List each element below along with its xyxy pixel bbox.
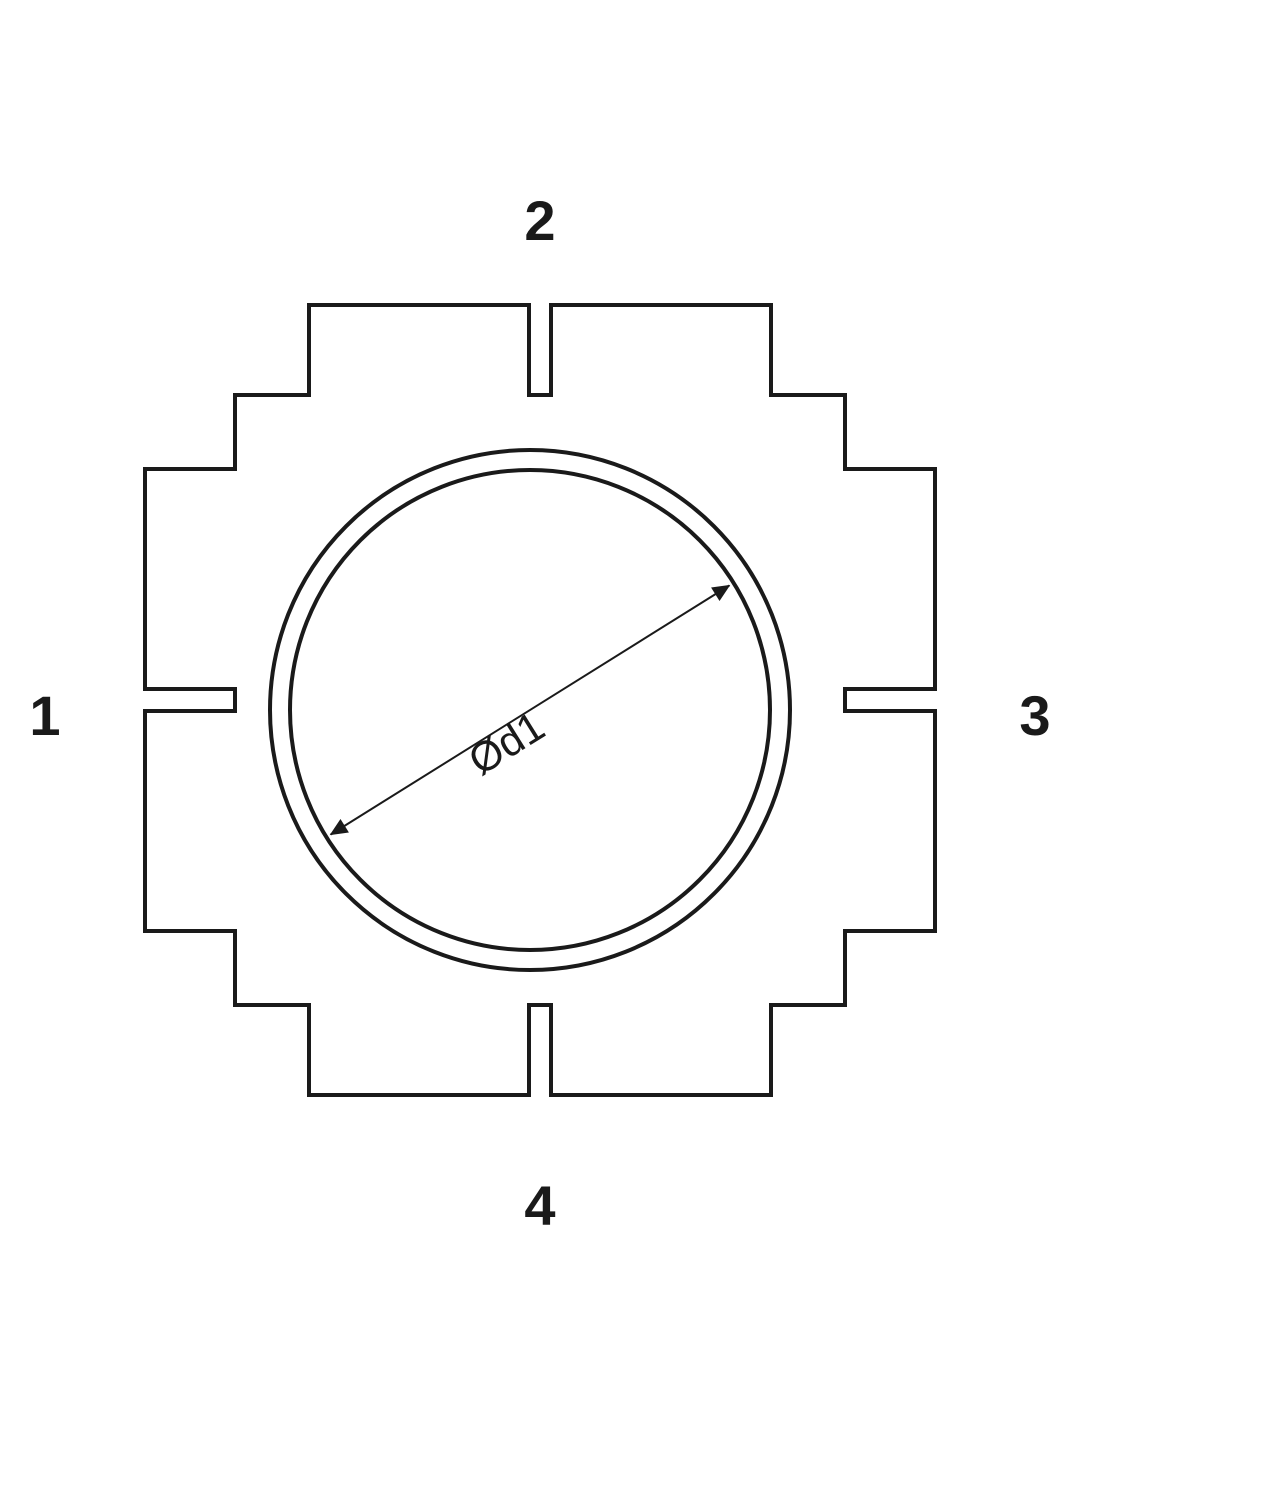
side-label-right: 3 bbox=[1019, 684, 1050, 747]
side-label-bottom: 4 bbox=[524, 1174, 555, 1237]
manifold-outline bbox=[145, 305, 935, 1095]
side-label-top: 2 bbox=[524, 189, 555, 252]
dimension-label: Ød1 bbox=[460, 702, 552, 784]
diagram-canvas: Ød1 2 1 3 4 bbox=[0, 0, 1280, 1500]
technical-drawing-svg: Ød1 2 1 3 4 bbox=[0, 0, 1280, 1500]
dimension-arrowhead bbox=[331, 820, 348, 835]
dimension-arrowhead bbox=[712, 585, 729, 600]
side-label-left: 1 bbox=[29, 684, 60, 747]
